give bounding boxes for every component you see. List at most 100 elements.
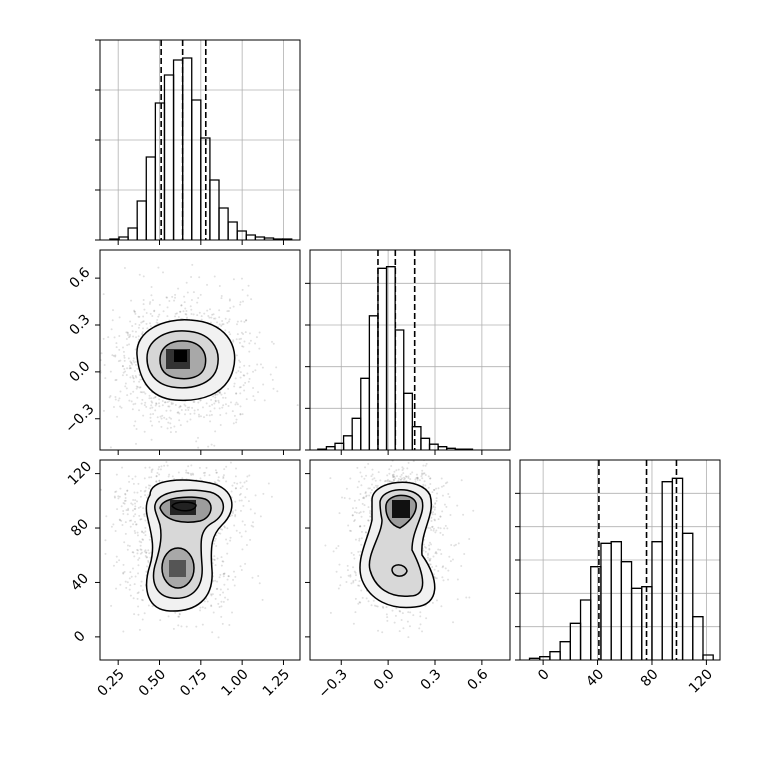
- scatter-point: [353, 520, 356, 523]
- scatter-point: [178, 406, 181, 409]
- scatter-point: [391, 473, 394, 476]
- scatter-point: [210, 456, 212, 458]
- scatter-point: [133, 555, 136, 558]
- scatter-point: [241, 485, 244, 488]
- scatter-point: [97, 360, 99, 362]
- scatter-point: [435, 499, 438, 502]
- scatter-point: [369, 515, 372, 518]
- scatter-point: [416, 476, 419, 479]
- scatter-point: [417, 443, 419, 445]
- scatter-point: [374, 484, 377, 487]
- scatter-point: [222, 474, 225, 477]
- scatter-point: [187, 472, 190, 475]
- scatter-point: [186, 420, 189, 423]
- scatter-point: [124, 493, 127, 496]
- scatter-point: [214, 430, 217, 433]
- scatter-point: [157, 468, 160, 471]
- scatter-point: [434, 513, 437, 516]
- scatter-point: [252, 395, 255, 398]
- scatter-point: [122, 571, 125, 574]
- scatter-point: [191, 472, 194, 475]
- scatter-point: [216, 557, 219, 560]
- scatter-point: [352, 581, 355, 584]
- scatter-point: [238, 359, 241, 362]
- scatter-point: [249, 339, 252, 342]
- scatter-point: [131, 509, 134, 512]
- scatter-point: [442, 579, 445, 582]
- scatter-point: [358, 512, 361, 515]
- scatter-point: [131, 363, 134, 366]
- scatter-point: [122, 501, 125, 504]
- scatter-point: [104, 377, 107, 380]
- scatter-point: [224, 317, 227, 320]
- scatter-point: [148, 487, 151, 490]
- scatter-point: [235, 467, 238, 470]
- scatter-point: [126, 394, 129, 397]
- scatter-point: [225, 412, 228, 415]
- scatter-point: [234, 515, 237, 518]
- scatter-point: [239, 303, 242, 306]
- scatter-point: [139, 378, 142, 381]
- scatter-point: [226, 321, 229, 324]
- scatter-point: [133, 529, 136, 532]
- scatter-point: [347, 574, 350, 577]
- scatter-point: [231, 484, 234, 487]
- scatter-point: [115, 342, 118, 345]
- scatter-point: [219, 414, 222, 417]
- scatter-point: [439, 515, 442, 518]
- scatter-point: [122, 563, 125, 566]
- scatter-point: [126, 489, 129, 492]
- scatter-point: [160, 465, 163, 468]
- scatter-point: [435, 599, 438, 602]
- hist-bar: [428, 443, 439, 450]
- scatter-point: [158, 473, 161, 476]
- scatter-point: [136, 491, 139, 494]
- scatter-point: [123, 356, 126, 359]
- scatter-point: [245, 319, 248, 322]
- scatter-point: [221, 560, 224, 563]
- scatter-point: [214, 537, 217, 540]
- hist-bar: [702, 654, 714, 660]
- scatter-point: [223, 572, 226, 575]
- scatter-point: [120, 406, 123, 409]
- scatter-point: [376, 486, 379, 489]
- scatter-point: [406, 620, 409, 623]
- scatter-point: [134, 531, 137, 534]
- scatter-point: [196, 314, 199, 317]
- scatter-point: [138, 540, 141, 543]
- scatter-point: [158, 405, 161, 408]
- scatter-point: [400, 473, 403, 476]
- hist-bar: [351, 417, 362, 450]
- scatter-point: [209, 410, 212, 413]
- scatter-point: [119, 405, 122, 408]
- scatter-point: [120, 519, 123, 522]
- scatter-point: [136, 385, 139, 388]
- scatter-point: [155, 321, 158, 324]
- scatter-point: [178, 419, 181, 422]
- scatter-point: [102, 337, 105, 340]
- scatter-point: [131, 324, 134, 327]
- scatter-point: [360, 530, 363, 533]
- scatter-point: [205, 402, 208, 405]
- scatter-point: [348, 497, 351, 500]
- scatter-point: [434, 502, 437, 505]
- scatter-point: [209, 308, 212, 311]
- scatter-point: [226, 527, 229, 530]
- scatter-point: [138, 409, 141, 412]
- scatter-point: [181, 477, 184, 480]
- scatter-point: [239, 492, 242, 495]
- scatter-point: [134, 575, 137, 578]
- scatter-point: [217, 479, 220, 482]
- panel-frame: [99, 459, 301, 661]
- scatter-point: [201, 406, 204, 409]
- hist-bar: [334, 442, 345, 450]
- scatter-point: [214, 393, 217, 396]
- scatter-point: [431, 601, 434, 604]
- hist-bar: [154, 102, 166, 240]
- scatter-point: [272, 342, 275, 345]
- scatter-point: [429, 527, 432, 530]
- scatter-point: [444, 482, 447, 485]
- scatter-point: [198, 311, 201, 314]
- scatter-point: [134, 375, 137, 378]
- scatter-point: [122, 512, 125, 515]
